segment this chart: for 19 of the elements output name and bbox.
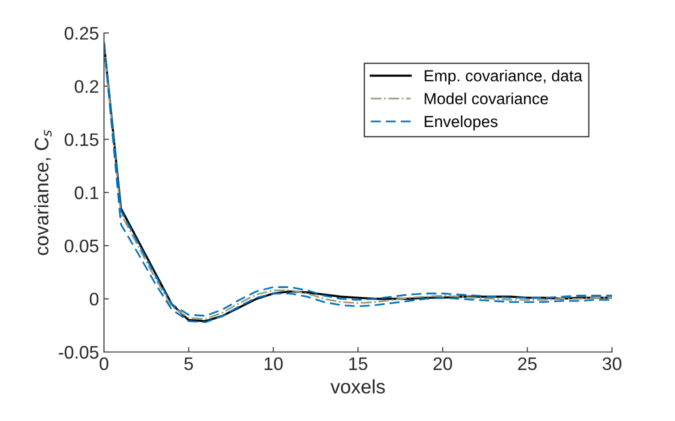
legend-label: Emp. covariance, data [424,70,582,85]
x-tick-label: 30 [602,357,622,370]
y-tick-label: 0.1 [74,186,98,200]
y-tick-label: 0.2 [74,80,98,93]
x-tick-label: 15 [349,358,368,370]
y-tick-label: -0.05 [58,346,98,359]
legend-label: Model covariance [424,92,548,104]
x-tick-label: 10 [264,357,283,370]
y-axis-title: covariance, C$_{s}$ [34,130,52,256]
y-tick-label: 0.25 [64,26,98,40]
legend-label: Envelopes [424,115,498,130]
x-tick-label: 0 [100,357,108,370]
x-tick-label: 5 [184,358,193,370]
y-tick-label: 0.15 [64,133,98,146]
x-axis-title: voxels [330,379,385,394]
y-tick-label: 0 [90,292,98,306]
y-tick-label: 0.05 [64,240,98,252]
x-tick-label: 20 [434,357,452,370]
x-tick-label: 25 [518,357,537,370]
